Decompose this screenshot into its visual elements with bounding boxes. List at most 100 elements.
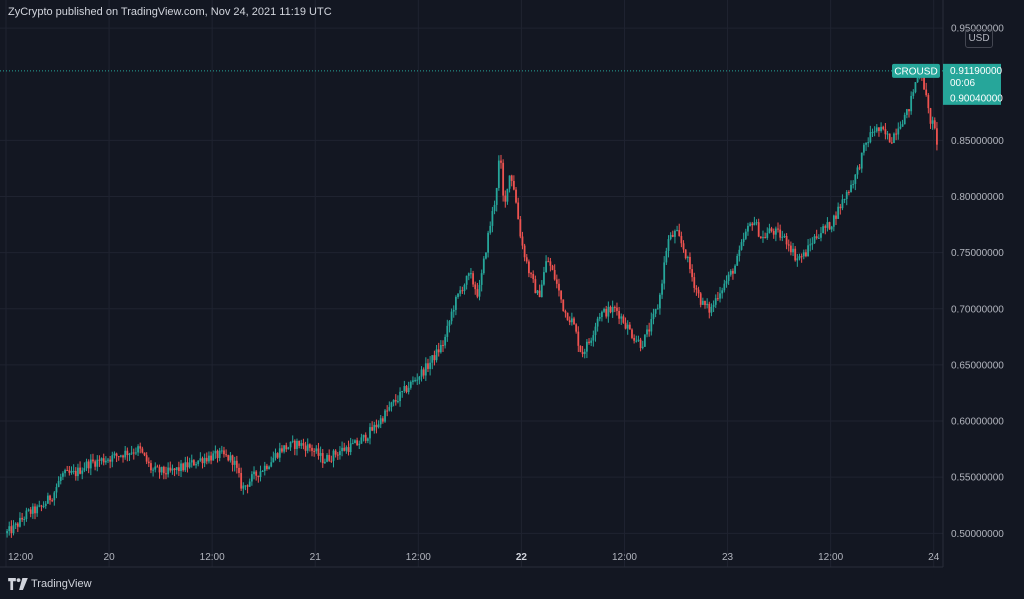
candle-body [165, 473, 167, 475]
candle-body [742, 238, 745, 243]
price-tick-label: 0.60000000 [951, 417, 1004, 428]
candle-body [390, 402, 393, 408]
candle-body [100, 458, 103, 461]
candle-body [147, 461, 150, 464]
candle-body [379, 418, 382, 425]
candle-body [77, 467, 79, 477]
candle-body [132, 452, 135, 454]
candle-body [482, 258, 485, 274]
candle-body [512, 180, 515, 190]
candle-body [276, 453, 279, 458]
candle-body [227, 455, 230, 461]
price-tick-label: 0.80000000 [951, 192, 1004, 203]
candle-body [487, 232, 490, 253]
last-price-tag-background [943, 63, 1001, 92]
tradingview-branding[interactable]: TradingView [8, 577, 92, 591]
candles [6, 69, 938, 538]
candle-body [850, 184, 852, 192]
time-tick-label: 21 [310, 552, 322, 563]
candle-body [190, 460, 193, 463]
candle-body [616, 307, 618, 311]
low-price-value: 0.90040000 [950, 93, 1003, 104]
candle-body [925, 89, 928, 96]
candle-body [203, 457, 206, 464]
candle-body [568, 320, 571, 323]
candle-body [115, 453, 118, 457]
candle-body [835, 215, 837, 219]
candle-body [298, 440, 301, 446]
candle-body [766, 233, 769, 238]
candle-body [792, 248, 794, 253]
candle-body [553, 269, 556, 280]
candle-body [873, 131, 876, 133]
candle-body [843, 198, 846, 200]
candle-body [467, 273, 470, 276]
candle-body [424, 363, 427, 376]
candle-body [562, 299, 565, 312]
time-tick-label: 12:00 [406, 552, 431, 563]
symbol-tag: CROUSD [892, 63, 940, 78]
candle-body [173, 468, 176, 470]
candle-body [927, 95, 930, 109]
candle-body [302, 443, 305, 446]
candle-body [555, 279, 558, 284]
candle-body [330, 460, 333, 462]
candle-body [102, 458, 105, 463]
candle-body [218, 450, 221, 459]
candle-body [461, 290, 464, 292]
candle-body [34, 506, 36, 514]
candle-body [609, 306, 612, 313]
candle-body [6, 531, 8, 534]
candle-body [680, 236, 683, 244]
candle-body [472, 273, 474, 285]
grid-lines [0, 0, 943, 567]
low-price-tag: 0.90040000 [943, 90, 1003, 105]
candle-body [545, 261, 547, 273]
candle-body [152, 469, 155, 471]
candle-body [182, 463, 185, 471]
candle-body [618, 310, 621, 319]
candle-body [622, 316, 625, 323]
candle-body [250, 474, 253, 482]
candle-body [588, 341, 590, 343]
candle-body [377, 424, 380, 428]
candle-body [72, 470, 75, 472]
candle-body [246, 485, 249, 487]
candle-body [624, 322, 627, 329]
candle-body [871, 132, 874, 134]
candle-body [42, 505, 45, 507]
candle-body [732, 270, 734, 274]
candle-body [837, 206, 840, 219]
currency-button[interactable]: USD [965, 29, 993, 48]
candle-body [489, 225, 492, 233]
candle-body [287, 447, 290, 450]
candle-body [495, 188, 498, 205]
candle-body [785, 236, 788, 245]
candle-body [154, 466, 157, 470]
price-tick-label: 0.75000000 [951, 248, 1004, 259]
candle-body [811, 243, 814, 245]
candle-body [863, 144, 865, 153]
candle-body [654, 309, 657, 314]
candle-body [429, 362, 432, 369]
candle-body [229, 455, 232, 461]
candle-body [592, 335, 595, 341]
candle-body [854, 174, 857, 184]
candle-body [813, 236, 816, 244]
time-axis[interactable]: 12:00 20 12:00 21 12:00 22 12:00 23 12:00 24 [8, 552, 940, 563]
candle-body [266, 465, 268, 469]
candle-body [416, 379, 419, 381]
candle-body [369, 427, 371, 439]
candle-body [336, 454, 339, 456]
candle-body [594, 326, 597, 336]
candle-body [156, 466, 159, 468]
candle-body [628, 324, 631, 330]
candle-body [798, 256, 801, 259]
candle-body [386, 410, 389, 412]
candle-body [238, 467, 240, 474]
candle-body [860, 152, 863, 169]
candle-body [444, 336, 447, 346]
candle-body [802, 252, 805, 257]
price-tick-label: 0.70000000 [951, 304, 1004, 315]
